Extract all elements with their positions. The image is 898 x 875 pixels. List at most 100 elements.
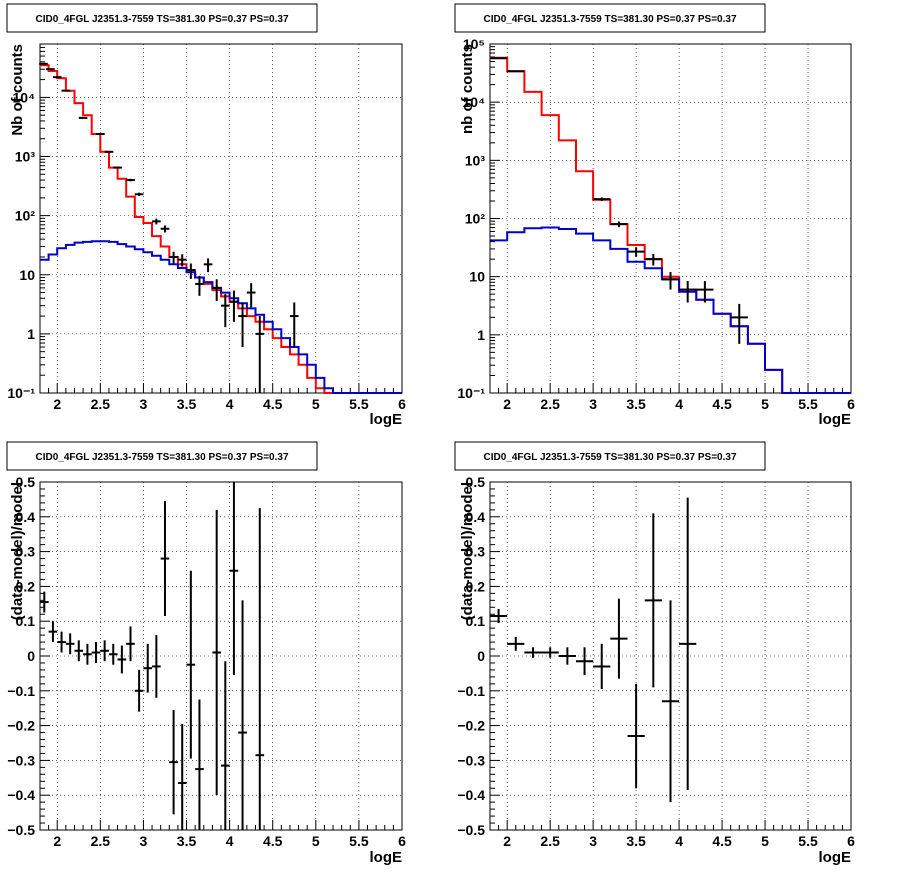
data-point: [126, 626, 135, 662]
y-tick-label: 10⁻¹: [7, 385, 35, 401]
data-point: [203, 258, 213, 273]
y-tick-label: −0.4: [457, 787, 485, 803]
data-point: [644, 254, 662, 266]
data-point: [78, 116, 88, 119]
y-tick-label: 10: [19, 267, 35, 283]
x-tick-label: 2.5: [540, 396, 560, 412]
data-point: [91, 642, 101, 663]
x-tick-labels: 2 2.5 3 3.5 4 4.5 5 5.5 6: [53, 833, 406, 849]
data-points: [39, 62, 299, 393]
data-point: [48, 621, 58, 643]
data-point: [229, 290, 239, 322]
y-tick-label: 10²: [465, 211, 486, 227]
x-tick-label: 5: [312, 833, 320, 849]
x-axis-title: logE: [370, 849, 403, 866]
grid: [40, 482, 402, 830]
data-point: [212, 279, 221, 301]
x-tick-label: 3.5: [626, 833, 646, 849]
x-tick-label: 3.5: [177, 833, 197, 849]
y-tick-label: 10: [469, 269, 485, 285]
panel-title-box: [454, 441, 766, 471]
data-point: [644, 513, 662, 688]
y-tick-label: 0: [477, 648, 485, 664]
x-tick-label: 5: [761, 833, 769, 849]
x-tick-label: 2.5: [91, 833, 111, 849]
data-point: [627, 247, 645, 257]
y-tick-label: −0.4: [7, 787, 35, 803]
data-point: [696, 281, 714, 303]
y-tick-label: 10²: [15, 208, 36, 224]
plot-frame: [39, 43, 403, 394]
panel-title: CID0_4FGL J2351.3-7559 TS=381.30 PS=0.37…: [483, 14, 736, 25]
data-point: [57, 631, 66, 653]
data-point: [524, 647, 542, 658]
data-point: [126, 178, 135, 182]
x-tick-label: 2: [503, 833, 511, 849]
data-point: [96, 133, 105, 136]
data-point: [289, 302, 299, 347]
x-axis-title: logE: [370, 411, 403, 428]
data-point: [229, 482, 239, 676]
data-point: [255, 316, 265, 393]
data-point: [100, 640, 109, 662]
x-tick-label: 5: [761, 396, 769, 412]
data-point: [104, 150, 114, 153]
data-point: [238, 600, 247, 830]
y-tick-label: −0.3: [7, 752, 35, 768]
data-point: [177, 254, 187, 267]
data-point: [83, 643, 92, 665]
y-tick-label: 0.3: [466, 544, 486, 560]
y-tick-labels: 10⁻¹ 1 10 10² 10³ 10⁴: [7, 89, 35, 401]
data-point: [195, 699, 204, 830]
y-tick-label: 1: [477, 327, 485, 343]
y-tick-label: 10³: [465, 152, 486, 168]
y-axis-title: nb of counts: [459, 44, 476, 134]
data-point: [143, 643, 153, 693]
data-point: [169, 709, 178, 815]
bottom-left-residual-panel: CID0_4FGL J2351.3-7559 TS=381.30 PS=0.37…: [6, 441, 406, 866]
bottom-right-residual-panel: CID0_4FGL J2351.3-7559 TS=381.30 PS=0.37…: [454, 441, 855, 866]
top-right-spectrum-panel: CID0_4FGL J2351.3-7559 TS=381.30 PS=0.37…: [454, 3, 855, 428]
x-tick-label: 4.5: [712, 396, 732, 412]
y-tick-label: −0.2: [7, 718, 35, 734]
y-tick-label: −0.5: [457, 822, 485, 838]
panel-title-box: [454, 3, 766, 33]
data-point: [730, 303, 748, 344]
data-point: [117, 645, 127, 674]
y-tick-label: 0.2: [16, 578, 36, 594]
data-point: [661, 272, 680, 290]
y-tick-label: 10⁴: [13, 89, 36, 105]
y-tick-label: 10⁵: [463, 36, 485, 52]
y-tick-label: 0.3: [16, 544, 36, 560]
x-tick-label: 6: [398, 833, 406, 849]
y-tick-label: −0.2: [457, 718, 485, 734]
data-point: [186, 570, 196, 759]
data-point: [221, 294, 230, 328]
y-tick-label: 1: [27, 326, 35, 342]
data-point: [490, 609, 508, 623]
x-tick-label: 4.5: [263, 396, 283, 412]
data-point: [593, 643, 611, 690]
x-tick-labels: 2 2.5 3 3.5 4 4.5 5 5.5 6: [503, 833, 855, 849]
x-tick-label: 4: [226, 833, 234, 849]
x-tick-label: 3: [140, 833, 148, 849]
x-tick-label: 6: [847, 396, 855, 412]
grid: [40, 44, 402, 393]
data-point: [186, 263, 196, 279]
data-point: [679, 497, 697, 790]
x-tick-label: 5.5: [349, 396, 369, 412]
data-point: [661, 600, 680, 803]
data-point: [610, 598, 628, 679]
data-point: [74, 640, 84, 662]
data-point: [610, 221, 628, 228]
x-tick-label: 4: [226, 396, 234, 412]
panel-title: CID0_4FGL J2351.3-7559 TS=381.30 PS=0.37…: [35, 14, 288, 25]
y-tick-label: −0.3: [457, 752, 485, 768]
data-point: [558, 647, 576, 665]
top-left-spectrum-panel: CID0_4FGL J2351.3-7559 TS=381.30 PS=0.37…: [6, 3, 406, 428]
x-tick-label: 5.5: [798, 833, 818, 849]
y-tick-labels: 10⁻¹ 1 10 10² 10³ 10⁴ 10⁵: [457, 36, 485, 401]
y-tick-label: −0.5: [7, 822, 35, 838]
data-point: [212, 509, 221, 796]
y-tick-label: 10³: [15, 149, 36, 165]
